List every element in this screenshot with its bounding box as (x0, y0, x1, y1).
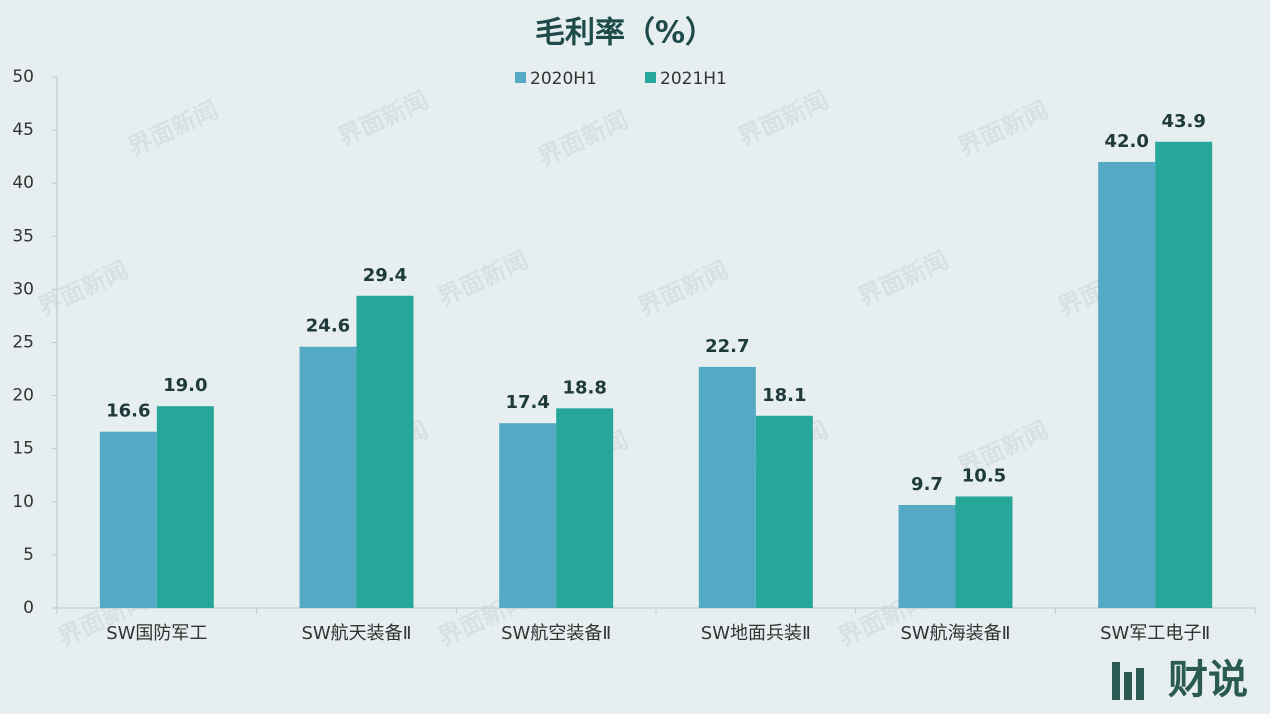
y-tick-label: 10 (12, 492, 34, 512)
bar (755, 415, 813, 608)
value-label: 22.7 (705, 336, 749, 357)
value-label: 43.9 (1161, 111, 1205, 132)
y-tick-label: 15 (12, 439, 34, 459)
bar (556, 408, 614, 608)
y-tick-label: 30 (12, 279, 34, 299)
bar (898, 504, 956, 608)
y-tick-label: 40 (12, 173, 34, 193)
legend-swatch (515, 72, 526, 83)
value-label: 17.4 (505, 392, 549, 413)
legend-swatch (645, 72, 656, 83)
y-tick-label: 5 (23, 545, 34, 565)
bar (156, 406, 214, 608)
x-tick-label: SW航天装备Ⅱ (301, 623, 411, 644)
bar (99, 431, 157, 608)
value-label: 10.5 (962, 465, 1006, 486)
value-label: 18.1 (762, 385, 806, 406)
bar (1098, 161, 1156, 608)
bar (698, 366, 756, 608)
x-tick-label: SW国防军工 (106, 623, 207, 644)
y-tick-label: 50 (12, 67, 34, 87)
bar (499, 423, 557, 608)
value-label: 16.6 (106, 401, 150, 422)
legend-label: 2020H1 (530, 69, 597, 89)
value-label: 18.8 (562, 377, 606, 398)
y-tick-label: 45 (12, 120, 34, 140)
y-tick-label: 20 (12, 386, 34, 406)
y-tick-label: 0 (23, 598, 34, 618)
x-tick-label: SW航海装备Ⅱ (900, 623, 1010, 644)
logo-icon (1112, 662, 1120, 700)
bar (299, 346, 357, 608)
value-label: 42.0 (1104, 131, 1148, 152)
value-label: 24.6 (306, 316, 350, 337)
logo-icon (1136, 668, 1144, 700)
x-tick-label: SW军工电子Ⅱ (1100, 623, 1210, 644)
y-tick-label: 25 (12, 333, 34, 353)
bar (955, 496, 1013, 608)
x-tick-label: SW地面兵装Ⅱ (701, 623, 811, 644)
logo: 财说 (1112, 657, 1248, 703)
value-label: 19.0 (163, 375, 207, 396)
x-tick-label: SW航空装备Ⅱ (501, 623, 611, 644)
chart-title: 毛利率（%） (535, 16, 715, 51)
logo-icon (1124, 672, 1132, 700)
value-label: 9.7 (911, 474, 943, 495)
value-label: 29.4 (363, 265, 407, 286)
bar (1155, 141, 1213, 609)
bar (356, 295, 414, 608)
logo-text: 财说 (1168, 657, 1248, 703)
legend-label: 2021H1 (660, 69, 727, 89)
y-tick-label: 35 (12, 226, 34, 246)
